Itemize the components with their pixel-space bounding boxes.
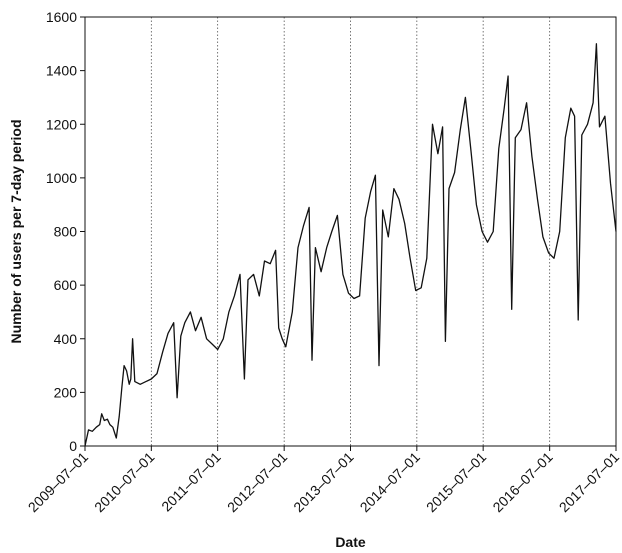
- grid-lines: [151, 17, 549, 446]
- x-tick-label: 2017–07–01: [556, 449, 622, 516]
- y-tick-label: 200: [54, 384, 78, 400]
- y-axis-title: Number of users per 7-day period: [8, 119, 24, 343]
- y-tick-label: 400: [54, 331, 78, 347]
- x-axis-ticks: 2009–07–01 2010–07–01 2011–07–01 2012–07–01…: [25, 446, 622, 515]
- y-tick-label: 1200: [46, 116, 77, 132]
- x-tick-label: 2010–07–01: [91, 449, 158, 516]
- y-tick-label: 800: [54, 224, 78, 240]
- x-tick-label: 2011–07–01: [158, 449, 224, 515]
- y-tick-label: 1400: [46, 63, 77, 79]
- x-tick-label: 2016–07–01: [489, 449, 556, 516]
- y-tick-label: 1000: [46, 170, 77, 186]
- x-tick-label: 2014–07–01: [357, 449, 424, 516]
- x-axis-title: Date: [335, 534, 366, 550]
- y-tick-label: 600: [54, 277, 78, 293]
- x-tick-label: 2013–07–01: [290, 449, 357, 516]
- y-tick-label: 1600: [46, 9, 77, 25]
- x-tick-label: 2009–07–01: [25, 449, 92, 516]
- x-tick-label: 2012–07–01: [224, 449, 291, 516]
- x-tick-label: 2015–07–01: [423, 449, 490, 516]
